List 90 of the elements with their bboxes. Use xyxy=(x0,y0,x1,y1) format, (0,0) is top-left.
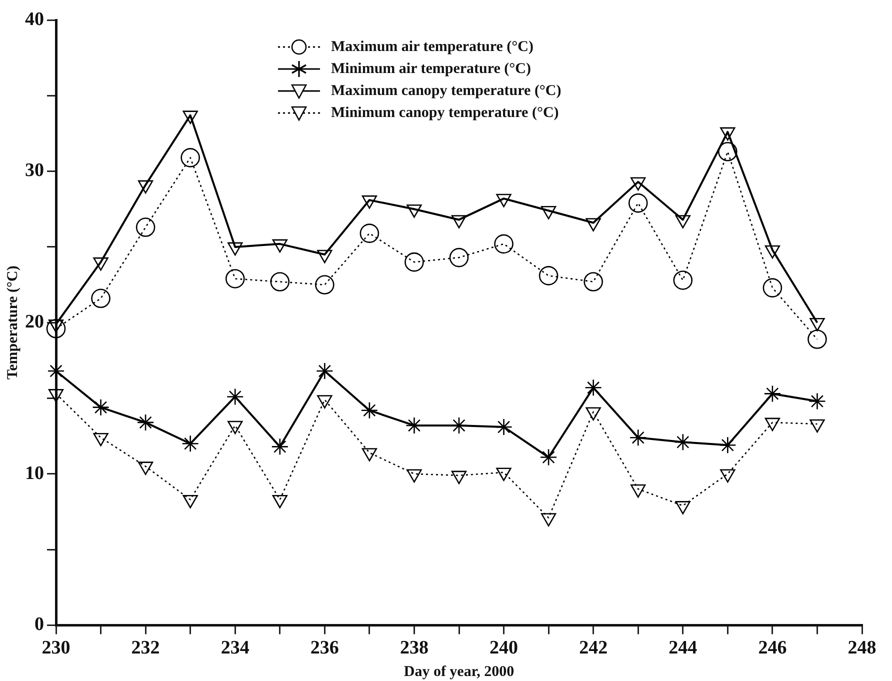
legend-label: Maximum canopy temperature (°C) xyxy=(331,82,562,100)
point xyxy=(272,494,288,508)
point xyxy=(360,224,380,243)
point xyxy=(720,127,736,141)
point xyxy=(764,245,780,259)
point xyxy=(720,469,736,483)
point xyxy=(540,513,556,526)
point xyxy=(808,392,826,410)
point xyxy=(764,418,780,432)
point xyxy=(540,448,558,466)
point xyxy=(48,389,64,402)
point xyxy=(494,234,514,254)
point xyxy=(182,494,198,508)
point xyxy=(47,362,65,380)
point xyxy=(810,318,825,332)
point xyxy=(228,420,243,434)
y-tick-label: 0 xyxy=(34,614,44,636)
x-axis-title: Day of year, 2000 xyxy=(404,664,514,680)
point xyxy=(406,204,422,218)
point xyxy=(92,398,110,416)
point xyxy=(630,484,646,498)
point xyxy=(91,288,110,308)
point xyxy=(762,278,782,298)
x-tick-label: 236 xyxy=(310,638,339,659)
x-tick-label: 232 xyxy=(131,638,160,659)
point xyxy=(315,275,334,294)
point xyxy=(675,501,690,514)
x-tick-label: 244 xyxy=(668,638,698,659)
point xyxy=(584,379,602,396)
point xyxy=(810,419,825,433)
x-tick-label: 246 xyxy=(758,638,787,659)
x-tick-label: 248 xyxy=(848,638,876,659)
point xyxy=(228,242,243,256)
y-tick-label: 10 xyxy=(25,462,44,484)
point xyxy=(586,218,601,232)
point xyxy=(362,448,378,462)
point xyxy=(272,239,288,253)
point xyxy=(317,395,332,408)
x-tick-label: 230 xyxy=(42,638,70,659)
x-tick-label: 238 xyxy=(400,638,428,659)
point xyxy=(451,470,467,484)
point xyxy=(136,414,154,432)
point xyxy=(225,269,245,288)
point xyxy=(270,272,290,292)
point xyxy=(496,194,512,208)
point xyxy=(406,469,422,483)
x-tick-label: 234 xyxy=(220,638,250,659)
point xyxy=(316,362,334,380)
point xyxy=(675,215,690,228)
point xyxy=(317,250,332,264)
point xyxy=(93,257,108,271)
point xyxy=(180,148,200,168)
y-tick-label: 20 xyxy=(25,312,44,333)
point xyxy=(630,177,646,191)
point xyxy=(673,270,693,290)
point xyxy=(495,418,512,436)
legend-label: Minimum canopy temperature (°C) xyxy=(331,104,559,122)
point xyxy=(182,434,199,452)
point xyxy=(629,428,647,446)
x-tick-label: 240 xyxy=(490,638,518,659)
point xyxy=(718,142,738,162)
point xyxy=(628,193,648,213)
point xyxy=(449,248,469,268)
point xyxy=(46,319,66,338)
point xyxy=(586,407,601,421)
point xyxy=(136,218,156,237)
point xyxy=(674,433,692,451)
point xyxy=(719,436,736,454)
point xyxy=(496,468,512,482)
point xyxy=(808,330,827,349)
point xyxy=(271,438,289,456)
point xyxy=(226,388,244,406)
y-axis-title: Temperature (°C) xyxy=(4,266,21,380)
point xyxy=(451,215,467,228)
point xyxy=(360,402,378,420)
point xyxy=(404,252,424,272)
point xyxy=(138,462,154,475)
point xyxy=(764,385,782,402)
x-tick-label: 242 xyxy=(579,638,608,659)
point xyxy=(182,110,198,124)
point xyxy=(93,432,108,446)
point xyxy=(538,266,558,286)
y-tick-label: 30 xyxy=(25,160,44,182)
point xyxy=(138,180,154,194)
point xyxy=(540,206,556,220)
y-tick-label: 40 xyxy=(25,8,44,30)
legend-label: Minimum air temperature (°C) xyxy=(331,60,531,78)
point xyxy=(584,272,603,292)
legend-label: Maximum air temperature (°C) xyxy=(331,38,534,56)
point xyxy=(362,195,378,209)
